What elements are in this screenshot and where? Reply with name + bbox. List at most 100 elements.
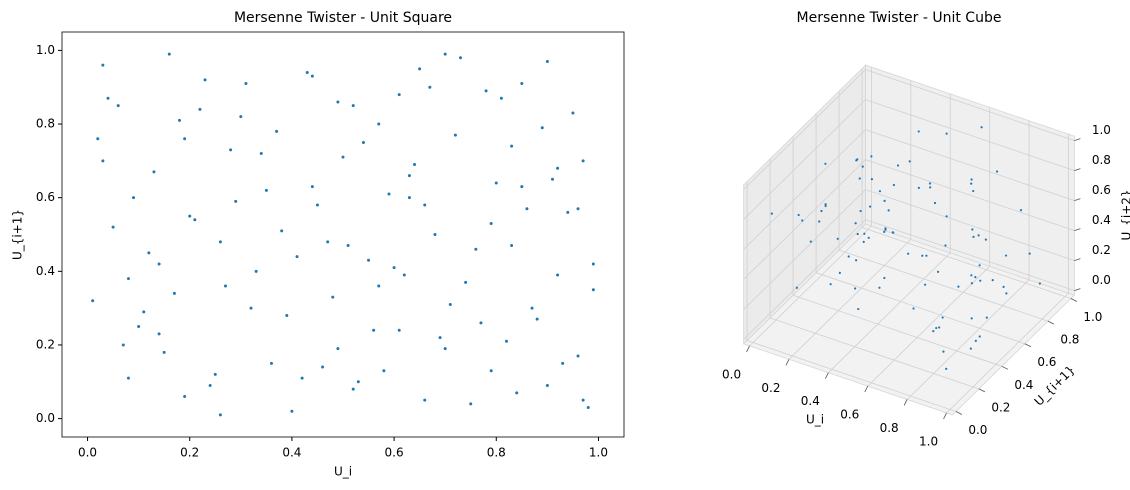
point bbox=[443, 347, 447, 351]
point bbox=[801, 219, 804, 222]
point bbox=[193, 218, 197, 222]
point bbox=[870, 155, 873, 158]
point bbox=[932, 330, 935, 333]
z-tick bbox=[1074, 288, 1081, 291]
point bbox=[464, 280, 468, 284]
grid-line bbox=[743, 159, 866, 280]
x-tick-label: 1.0 bbox=[919, 434, 938, 448]
point bbox=[938, 326, 941, 329]
point bbox=[970, 274, 973, 277]
point bbox=[418, 67, 422, 71]
point bbox=[984, 238, 987, 241]
point bbox=[795, 286, 798, 289]
point bbox=[423, 398, 427, 402]
point bbox=[970, 282, 974, 285]
y-tick-label: 0.0 bbox=[36, 411, 55, 425]
point bbox=[887, 209, 890, 212]
point bbox=[869, 205, 872, 208]
grid-line bbox=[743, 189, 866, 310]
grid-line bbox=[865, 189, 1075, 261]
point bbox=[1028, 252, 1031, 255]
point bbox=[331, 295, 335, 299]
point bbox=[407, 196, 411, 200]
grid-line bbox=[865, 129, 1075, 201]
point bbox=[157, 262, 161, 266]
point bbox=[591, 262, 595, 266]
point bbox=[892, 231, 895, 234]
point bbox=[448, 302, 452, 306]
point bbox=[1038, 282, 1041, 285]
point bbox=[315, 203, 319, 207]
point bbox=[581, 398, 585, 402]
z-tick-label: 0.2 bbox=[1092, 243, 1111, 257]
y-axis-label: U_{i+1} bbox=[1032, 363, 1078, 409]
point bbox=[561, 361, 565, 365]
z-axis-label: U_{i+2} bbox=[1120, 189, 1130, 240]
grid-line bbox=[815, 272, 1026, 345]
point bbox=[229, 148, 233, 152]
point bbox=[213, 372, 217, 376]
point bbox=[978, 264, 981, 267]
grid-line bbox=[743, 219, 866, 340]
point bbox=[137, 325, 141, 329]
grid-line bbox=[769, 317, 980, 390]
point bbox=[945, 132, 948, 135]
point bbox=[856, 232, 859, 236]
point bbox=[540, 126, 544, 130]
point bbox=[515, 391, 519, 395]
point bbox=[1004, 254, 1008, 257]
point bbox=[402, 273, 406, 277]
point bbox=[1002, 285, 1005, 289]
point bbox=[351, 104, 355, 108]
grid-line bbox=[788, 239, 912, 360]
z-tick-label: 0.4 bbox=[1092, 213, 1111, 227]
point bbox=[443, 52, 447, 56]
x-tick-label: 0.8 bbox=[880, 421, 899, 435]
point bbox=[838, 271, 841, 274]
point bbox=[459, 56, 463, 60]
point bbox=[1019, 209, 1023, 212]
point bbox=[310, 74, 314, 78]
point bbox=[295, 255, 299, 259]
x-tick-label: 0.4 bbox=[282, 446, 301, 460]
point bbox=[566, 210, 570, 214]
point bbox=[223, 284, 227, 288]
x-tick-label: 0.6 bbox=[840, 408, 859, 422]
point bbox=[489, 369, 493, 373]
grid-line bbox=[865, 69, 1075, 141]
point bbox=[770, 212, 773, 215]
point bbox=[351, 387, 355, 391]
point bbox=[936, 270, 940, 273]
point bbox=[941, 316, 944, 319]
point bbox=[883, 276, 886, 280]
point bbox=[142, 310, 146, 314]
point bbox=[591, 288, 595, 292]
point bbox=[867, 236, 870, 239]
y-tick bbox=[1024, 343, 1032, 348]
grid-line bbox=[743, 99, 866, 220]
point bbox=[855, 259, 858, 262]
x-tick bbox=[864, 385, 869, 393]
x-tick-label: 0.8 bbox=[487, 446, 506, 460]
point bbox=[172, 291, 176, 295]
point bbox=[203, 78, 207, 82]
point bbox=[550, 177, 554, 181]
point bbox=[929, 186, 932, 189]
grid-line bbox=[749, 225, 872, 347]
x-tick-label: 0.0 bbox=[722, 367, 741, 381]
z-tick bbox=[1074, 198, 1081, 201]
point bbox=[382, 369, 386, 373]
point bbox=[530, 306, 534, 310]
point bbox=[1005, 292, 1008, 295]
z-tick bbox=[1074, 138, 1081, 141]
point bbox=[453, 133, 457, 137]
y-tick-label: 0.6 bbox=[36, 190, 55, 204]
point bbox=[857, 307, 860, 311]
point bbox=[208, 383, 212, 387]
point bbox=[923, 283, 927, 286]
y-tick bbox=[1047, 320, 1055, 325]
point bbox=[520, 82, 524, 86]
point bbox=[576, 354, 580, 358]
point bbox=[978, 335, 981, 338]
